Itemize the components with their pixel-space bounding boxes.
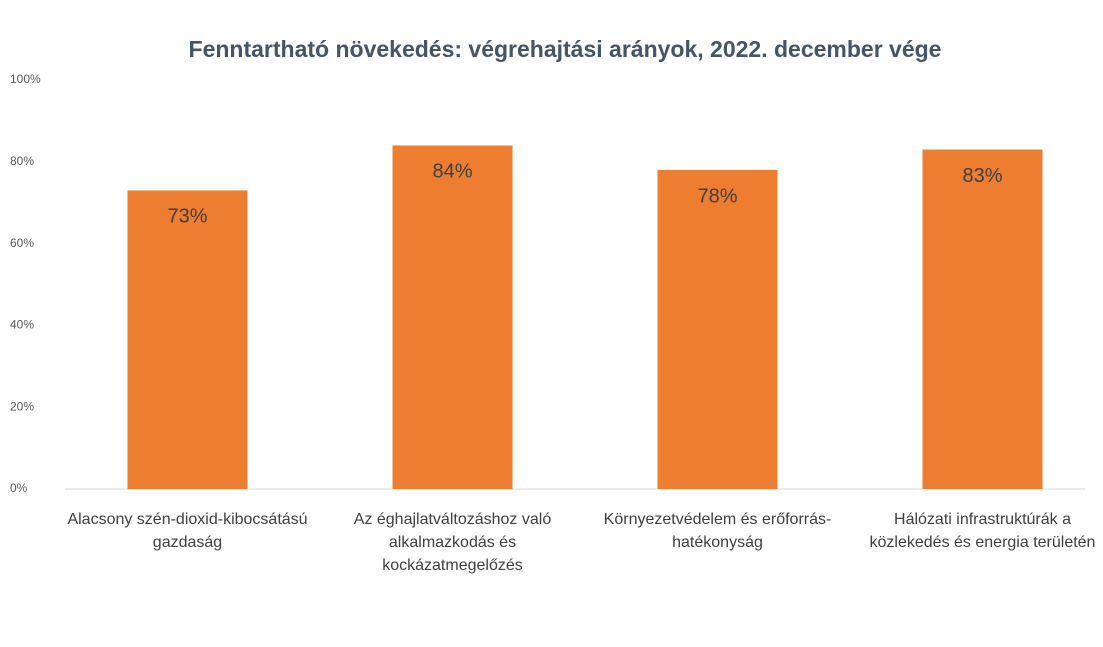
- y-tick-label: 60%: [10, 236, 34, 250]
- data-label: 73%: [167, 206, 207, 228]
- bar: [657, 169, 778, 490]
- y-tick-label: 40%: [10, 318, 34, 332]
- x-tick-label: Alacsony szén-dioxid-kibocsátású gazdasá…: [67, 511, 308, 551]
- y-tick-label: 0%: [10, 481, 28, 495]
- y-tick-label: 80%: [10, 154, 34, 168]
- bar: [392, 145, 513, 489]
- x-tick-label: Hálózati infrastruktúrák a közlekedés és…: [869, 511, 1096, 551]
- y-tick-label: 20%: [10, 399, 34, 413]
- y-tick-label: 100%: [10, 72, 41, 86]
- bar: [922, 149, 1043, 489]
- data-label: 83%: [962, 165, 1002, 187]
- data-label: 78%: [697, 185, 737, 207]
- x-tick-label: Az éghajlatváltozáshoz való alkalmazkodá…: [353, 511, 552, 574]
- data-label: 84%: [432, 161, 472, 183]
- bar: [127, 190, 248, 489]
- x-tick-label: Környezetvédelem és erőforrás-hatékonysá…: [603, 511, 832, 551]
- chart-title: Fenntartható növekedés: végrehajtási ará…: [188, 36, 942, 62]
